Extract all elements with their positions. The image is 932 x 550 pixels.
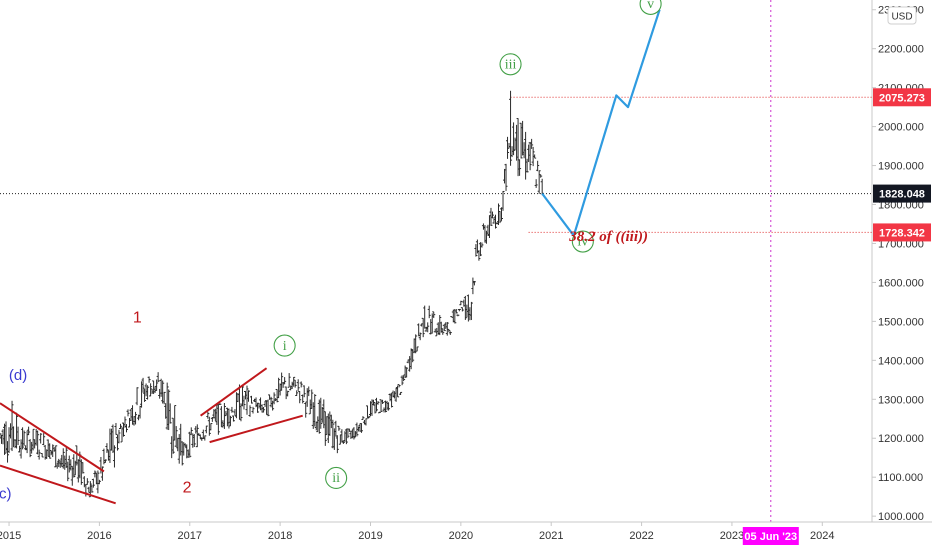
y-tick-label: 1000.000 (878, 511, 924, 523)
date-badge: 05 Jun '23 (744, 531, 797, 543)
trendline (0, 464, 116, 505)
x-tick-label: 2020 (449, 530, 473, 542)
wave-label-2: 2 (183, 479, 192, 496)
wave-label-i-circle (273, 334, 296, 357)
y-tick-label: 1600.000 (878, 277, 924, 289)
y-tick-label: 1700.000 (878, 238, 924, 250)
currency-box (887, 6, 917, 25)
x-tick-label: 2015 (0, 530, 21, 542)
x-tick-label: 2022 (629, 530, 653, 542)
y-tick-label: 1200.000 (878, 433, 924, 445)
price-bars (0, 90, 544, 498)
projection-line (541, 9, 661, 237)
y-tick-label: 2000.000 (878, 122, 924, 134)
wave-label-iii-circle (499, 53, 522, 76)
fib-note-label: 38.2 of ((iii)) (568, 229, 648, 245)
x-tick-label: 2018 (268, 530, 292, 542)
x-tick-label: 2017 (178, 530, 202, 542)
wave-label-v-circle (639, 0, 662, 15)
fib-level-badge-bg (873, 223, 931, 242)
x-tick-label: 2023 (720, 530, 744, 542)
wave-label-c: (c) (0, 486, 11, 503)
current-price-badge: 1828.048 (879, 189, 925, 201)
trendline (0, 402, 105, 473)
fib-level-badge: 1728.342 (879, 227, 925, 239)
wave-iii-high-badge: 2075.273 (879, 92, 925, 104)
x-tick-label: 2019 (358, 530, 382, 542)
wave-label-iv-circle (571, 230, 594, 253)
x-tick-label: 2021 (539, 530, 563, 542)
y-tick-label: 2200.000 (878, 44, 924, 56)
wave-label-iii: iii (505, 57, 517, 72)
wave-label-ii-circle (325, 466, 348, 490)
x-tick-label: 2024 (810, 530, 834, 542)
reference-lines (0, 0, 872, 522)
trendline (209, 414, 303, 444)
wave-label-ii: ii (332, 471, 340, 486)
current-price-badge-bg (873, 184, 931, 203)
wave-label-v: v (647, 0, 654, 12)
date-badge-bg (742, 527, 799, 545)
wave-label-1: 1 (133, 309, 142, 326)
wave-iii-high-badge-bg (873, 88, 931, 107)
trendlines (0, 367, 303, 505)
wave-label-d: (d) (9, 367, 27, 384)
y-tick-label: 1900.000 (878, 161, 924, 173)
x-tick-label: 2016 (87, 530, 111, 542)
y-tick-label: 1100.000 (878, 472, 923, 484)
y-tick-label: 1300.000 (878, 394, 924, 406)
price-badges: USD 2075.273 1828.048 1728.342 05 Jun '23 (742, 6, 931, 545)
wave-label-i: i (283, 339, 287, 354)
trendline (200, 367, 268, 417)
y-tick-label: 1500.000 (878, 316, 924, 328)
currency-label: USD (891, 12, 912, 23)
y-tick-label: 1400.000 (878, 355, 924, 367)
projection-path (541, 9, 661, 237)
wave-label-iv: iv (577, 235, 588, 250)
